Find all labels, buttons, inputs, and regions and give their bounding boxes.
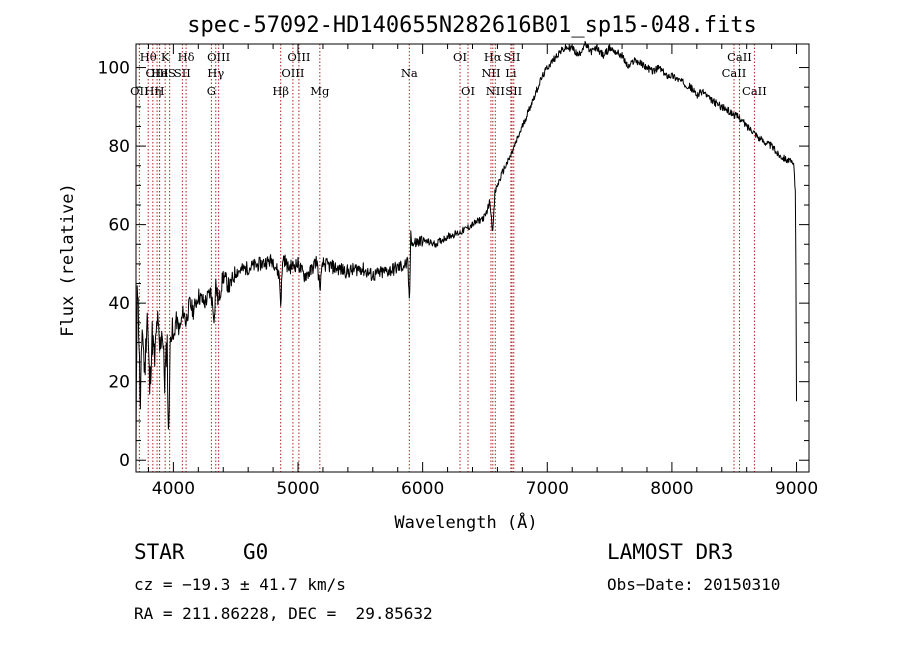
coordinates: RA = 211.86228, DEC = 29.85632: [134, 604, 433, 623]
line-label: CaII: [742, 84, 767, 98]
x-tick-label: 8000: [650, 479, 693, 499]
x-axis-label: Wavelength (Å): [394, 511, 537, 533]
line-label: Mg: [310, 84, 330, 98]
line-label: He: [151, 66, 168, 80]
line-label: SII: [504, 50, 521, 64]
axes: 4000 5000 6000 7000 8000 9000 0 20 40 60 80 100: [98, 44, 818, 499]
line-label: OII: [130, 84, 149, 98]
line-label: K: [161, 50, 170, 64]
object-class: STAR: [134, 540, 185, 564]
object-subclass: G0: [243, 540, 269, 564]
line-label: NII: [481, 66, 500, 80]
y-tick-label: 60: [108, 216, 130, 236]
line-label: G: [207, 84, 216, 98]
y-tick-label: 40: [108, 294, 130, 314]
line-label: OIII: [281, 66, 304, 80]
line-label: Hα: [484, 50, 502, 64]
spectrum-line: [135, 40, 797, 455]
x-tick-label: 6000: [401, 479, 444, 499]
line-label: Hδ: [178, 50, 195, 64]
line-label: OIII: [207, 50, 230, 64]
x-tick-label: 9000: [775, 479, 818, 499]
x-tick-label: 5000: [276, 479, 319, 499]
line-label: Hθ: [140, 50, 157, 64]
line-label: CaII: [727, 50, 752, 64]
y-tick-label: 0: [119, 451, 130, 471]
line-label: Li: [505, 66, 517, 80]
line-label: SII: [505, 84, 522, 98]
y-tick-label: 100: [98, 59, 130, 79]
line-label: OIII: [287, 50, 310, 64]
y-axis-label: Flux (relative): [58, 183, 78, 337]
survey-name: LAMOST DR3: [607, 540, 734, 564]
line-label: OI: [453, 50, 467, 64]
line-label: IS: [163, 66, 176, 80]
y-tick-label: 20: [108, 373, 130, 393]
line-label: OI: [461, 84, 475, 98]
line-label: Hγ: [207, 66, 224, 80]
spectrum-series: [135, 40, 797, 455]
redshift-value: cz = −19.3 ± 41.7 km/s: [134, 575, 346, 594]
line-label: Hβ: [272, 84, 289, 98]
chart-title: spec-57092-HD140655N282616B01_sp15-048.f…: [187, 13, 757, 38]
y-tick-label: 80: [108, 137, 130, 157]
x-tick-label: 7000: [526, 479, 569, 499]
observation-date: Obs−Date: 20150310: [607, 575, 781, 594]
line-label: SII: [174, 66, 191, 80]
line-label: OIII: [146, 66, 169, 80]
plot-frame: [135, 43, 810, 473]
line-label: CaII: [722, 66, 747, 80]
x-tick-label: 4000: [152, 479, 195, 499]
line-label: Na: [401, 66, 418, 80]
line-label: NII: [486, 84, 505, 98]
